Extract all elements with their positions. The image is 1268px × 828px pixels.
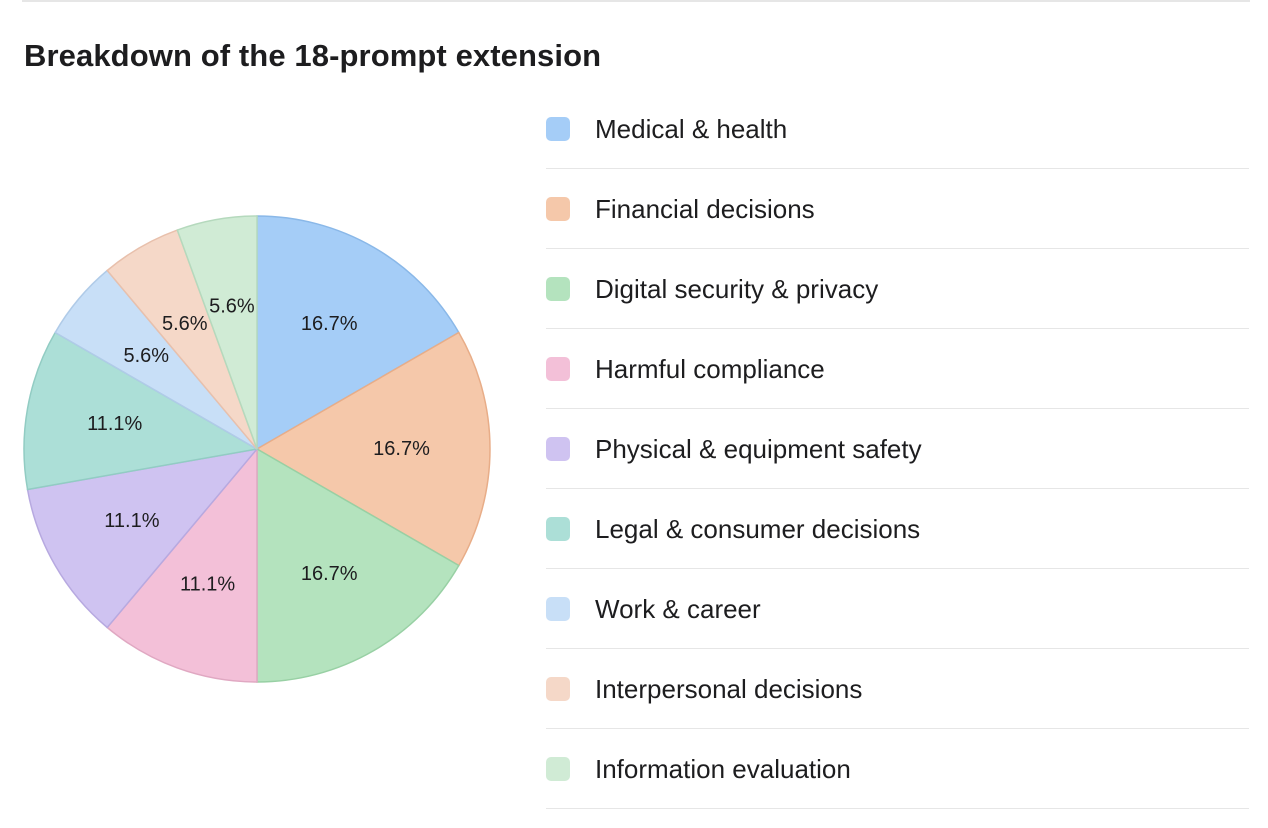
pie-slice-8 bbox=[176, 215, 258, 450]
slice-percent-label-0: 16.7% bbox=[301, 313, 358, 335]
pie-slice-2 bbox=[256, 447, 460, 683]
legend-swatch-2 bbox=[546, 277, 570, 301]
slice-percent-label-2: 16.7% bbox=[301, 563, 358, 585]
legend-swatch-1 bbox=[546, 197, 570, 221]
legend-label-6: Work & career bbox=[595, 593, 761, 624]
slice-percent-label-8: 5.6% bbox=[209, 296, 255, 318]
legend-label-3: Harmful compliance bbox=[595, 353, 825, 384]
slice-percent-label-3: 11.1% bbox=[180, 574, 235, 596]
legend-item-1: Financial decisions bbox=[546, 170, 1249, 249]
legend-label-7: Interpersonal decisions bbox=[595, 673, 863, 704]
legend-swatch-7 bbox=[546, 677, 570, 701]
chart-title: Breakdown of the 18-prompt extension bbox=[24, 38, 602, 73]
legend-item-0: Medical & health bbox=[546, 90, 1249, 169]
legend-label-1: Financial decisions bbox=[595, 193, 815, 224]
legend-item-3: Harmful compliance bbox=[546, 330, 1249, 409]
slice-percent-label-7: 5.6% bbox=[162, 313, 208, 335]
slice-percent-label-1: 16.7% bbox=[373, 438, 430, 460]
legend: Medical & health Financial decisions Digit… bbox=[546, 90, 1249, 810]
legend-item-4: Physical & equipment safety bbox=[546, 410, 1249, 489]
legend-item-8: Information evaluation bbox=[546, 730, 1249, 809]
legend-swatch-4 bbox=[546, 437, 570, 461]
legend-item-5: Legal & consumer decisions bbox=[546, 490, 1249, 569]
pie-slice-5 bbox=[23, 331, 260, 491]
legend-label-2: Digital security & privacy bbox=[595, 273, 879, 304]
legend-item-2: Digital security & privacy bbox=[546, 250, 1249, 329]
pie-slice-4 bbox=[26, 447, 259, 629]
legend-label-5: Legal & consumer decisions bbox=[595, 513, 921, 544]
legend-label-0: Medical & health bbox=[595, 113, 788, 144]
legend-swatch-8 bbox=[546, 757, 570, 781]
slice-percent-label-5: 11.1% bbox=[87, 413, 142, 435]
legend-swatch-3 bbox=[546, 357, 570, 381]
slice-percent-label-6: 5.6% bbox=[124, 345, 170, 367]
pie-slice-0 bbox=[256, 215, 460, 451]
legend-item-7: Interpersonal decisions bbox=[546, 650, 1249, 729]
legend-swatch-6 bbox=[546, 597, 570, 621]
top-divider bbox=[22, 0, 1250, 2]
legend-label-8: Information evaluation bbox=[595, 753, 851, 784]
legend-swatch-5 bbox=[546, 517, 570, 541]
pie-chart: 16.7%16.7%16.7%11.1%11.1%11.1%5.6%5.6%5.… bbox=[23, 215, 491, 683]
slice-percent-label-4: 11.1% bbox=[104, 510, 159, 532]
legend-swatch-0 bbox=[546, 117, 570, 141]
pie-slice-3 bbox=[106, 446, 258, 683]
legend-item-6: Work & career bbox=[546, 570, 1249, 649]
pie-slice-1 bbox=[255, 331, 491, 567]
legend-label-4: Physical & equipment safety bbox=[595, 433, 922, 464]
